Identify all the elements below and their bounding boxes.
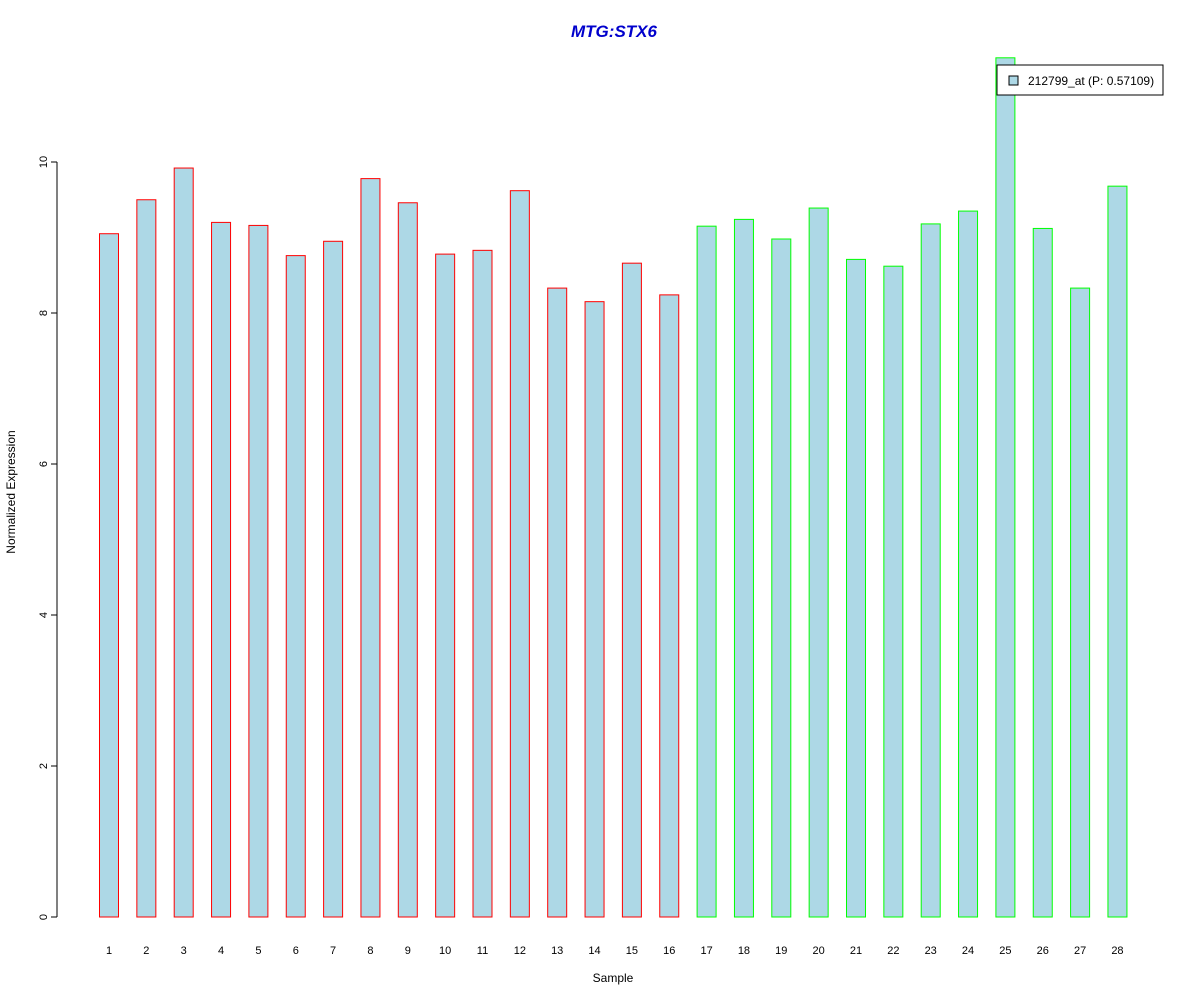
bar-sample-25 (995, 57, 1016, 918)
bar-sample-24 (958, 210, 979, 918)
bar-sample-17 (696, 225, 717, 918)
x-tick-label: 5 (255, 945, 261, 957)
x-axis-title: Sample (593, 971, 634, 985)
y-tick-label: 10 (38, 156, 50, 168)
bar-sample-4 (211, 221, 232, 918)
bar-sample-9 (397, 202, 418, 918)
x-tick-label: 14 (588, 945, 600, 957)
bar-sample-18 (733, 218, 754, 918)
bar-sample-1 (99, 233, 119, 918)
x-tick-label: 3 (181, 945, 187, 957)
x-tick-label: 11 (477, 945, 488, 957)
bar-sample-11 (472, 249, 493, 918)
x-tick-label: 21 (850, 945, 862, 957)
bar-sample-22 (883, 265, 904, 918)
legend-label: 212799_at (P: 0.57109) (1028, 74, 1154, 88)
bar-sample-19 (771, 238, 792, 918)
y-axis: 0 2 4 6 8 10 (38, 156, 58, 920)
y-tick-label: 6 (38, 461, 50, 467)
x-tick-label: 27 (1074, 945, 1086, 957)
x-tick-label: 17 (700, 945, 712, 957)
bar-sample-6 (285, 255, 306, 918)
x-tick-label: 4 (218, 945, 224, 957)
x-tick-label: 2 (143, 945, 149, 957)
x-tick-labels: 1 2 3 4 5 6 7 8 9 10 11 12 13 14 15 16 17 18 19 20 21 22 23 24 2… (106, 945, 1124, 957)
x-tick-label: 23 (925, 945, 937, 957)
y-axis-title: Normalized Expression (4, 430, 18, 553)
bar-sample-27 (1070, 287, 1091, 918)
bar-sample-16 (659, 294, 680, 918)
x-tick-label: 26 (1037, 945, 1049, 957)
x-tick-label: 10 (439, 945, 451, 957)
x-tick-label: 24 (962, 945, 974, 957)
bar-sample-20 (808, 207, 829, 918)
bar-sample-7 (323, 240, 344, 918)
bar-sample-5 (248, 224, 269, 918)
bar-sample-10 (435, 253, 456, 918)
x-tick-label: 19 (775, 945, 787, 957)
bar-sample-13 (547, 287, 568, 918)
x-tick-label: 13 (551, 945, 563, 957)
x-tick-label: 8 (367, 945, 373, 957)
bar-sample-26 (1032, 227, 1053, 918)
bar-sample-15 (621, 262, 642, 918)
x-tick-label: 9 (405, 945, 411, 957)
bar-sample-14 (584, 301, 605, 918)
x-tick-label: 7 (330, 945, 336, 957)
y-tick-label: 0 (38, 914, 50, 920)
x-tick-label: 6 (293, 945, 299, 957)
chart-title: MTG:STX6 (571, 22, 657, 41)
bar-sample-21 (846, 258, 866, 918)
bar-sample-28 (1107, 185, 1128, 918)
y-tick-label: 2 (38, 763, 50, 769)
bar-sample-23 (920, 223, 941, 918)
x-tick-label: 22 (887, 945, 899, 957)
x-tick-label: 18 (738, 945, 750, 957)
x-tick-label: 20 (813, 945, 825, 957)
x-tick-label: 15 (626, 945, 638, 957)
legend: 212799_at (P: 0.57109) (996, 64, 1164, 96)
legend-box (996, 64, 1164, 96)
x-tick-label: 25 (999, 945, 1011, 957)
bar-sample-12 (509, 190, 530, 918)
x-tick-label: 12 (514, 945, 526, 957)
x-tick-label: 28 (1111, 945, 1123, 957)
bar-sample-8 (360, 178, 381, 918)
legend-swatch (1008, 75, 1019, 86)
x-tick-label: 16 (663, 945, 675, 957)
y-tick-label: 8 (38, 310, 50, 316)
x-tick-label: 1 (106, 945, 112, 957)
y-tick-label: 4 (38, 612, 50, 618)
bar-sample-3 (173, 167, 194, 918)
bars (99, 57, 1128, 918)
bar-sample-2 (136, 199, 157, 918)
